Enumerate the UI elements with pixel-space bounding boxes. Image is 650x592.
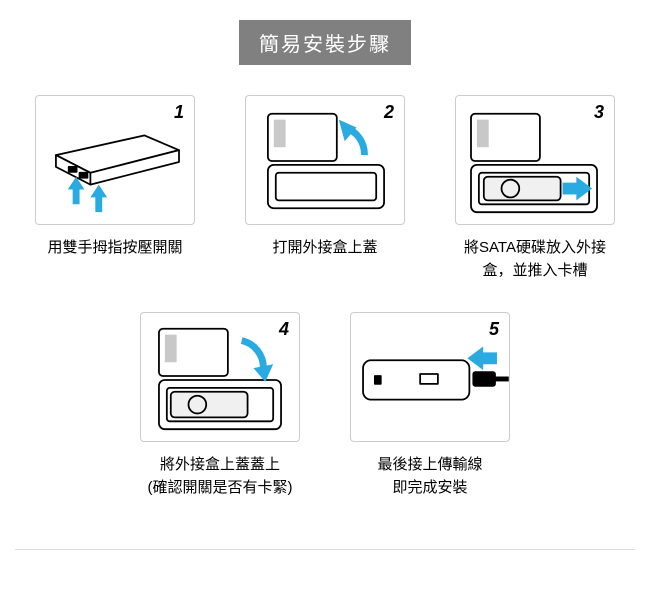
step-1: 1 用雙手拇指按壓開關 — [30, 95, 200, 282]
step-1-diagram — [36, 96, 194, 224]
step-2: 2 打開外接盒上蓋 — [240, 95, 410, 282]
step-4-caption: 將外接盒上蓋蓋上(確認開關是否有卡緊) — [148, 454, 293, 499]
step-5-box: 5 — [350, 312, 510, 442]
step-3-caption: 將SATA硬碟放入外接盒，並推入卡槽 — [450, 237, 620, 282]
step-2-caption: 打開外接盒上蓋 — [272, 237, 377, 260]
title-banner: 簡易安裝步驟 — [239, 20, 411, 65]
step-4-box: 4 — [140, 312, 300, 442]
footer-divider — [15, 549, 635, 550]
step-3-diagram — [456, 96, 614, 224]
step-2-box: 2 — [245, 95, 405, 225]
step-5: 5 最後接上傳輸線即完成安裝 — [345, 312, 515, 499]
steps-row-1: 1 用雙手拇指按壓開關 2 — [30, 95, 620, 282]
step-2-diagram — [246, 96, 404, 224]
step-4-diagram — [141, 313, 299, 441]
step-3-box: 3 — [455, 95, 615, 225]
step-1-box: 1 — [35, 95, 195, 225]
step-1-caption: 用雙手拇指按壓開關 — [47, 237, 182, 260]
step-5-diagram — [351, 313, 509, 441]
step-4: 4 將外接盒上蓋蓋上(確認開關是否有卡緊) — [135, 312, 305, 499]
step-3: 3 將SATA硬碟放入外接盒，並推入卡槽 — [450, 95, 620, 282]
step-5-caption: 最後接上傳輸線即完成安裝 — [377, 454, 482, 499]
steps-row-2: 4 將外接盒上蓋蓋上(確認開關是否有卡緊) 5 — [135, 312, 515, 499]
